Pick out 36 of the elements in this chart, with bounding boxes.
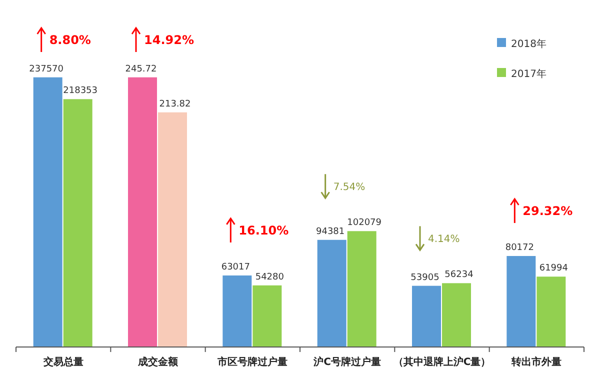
- x-tick-label: 交易总量: [42, 356, 84, 368]
- x-tick-label: 沪C号牌过户量: [312, 356, 382, 368]
- bar: [347, 231, 376, 347]
- text: 8.80%: [49, 33, 91, 47]
- data-label: 218353: [63, 86, 98, 96]
- data-label: 61994: [539, 264, 568, 274]
- annotation: 16.10%: [238, 223, 289, 238]
- x-tick-label: 转出市外量: [510, 356, 562, 368]
- data-label: 80172: [505, 242, 534, 253]
- data-label: 102079: [347, 218, 382, 228]
- annotation: 4.14%: [428, 234, 460, 246]
- bar: [412, 286, 441, 347]
- bar: [317, 240, 346, 347]
- legend-label: 2018年: [511, 38, 546, 50]
- bar: [63, 99, 92, 347]
- bar: [536, 276, 566, 347]
- data-label: 54280: [255, 272, 284, 282]
- bar: [33, 77, 62, 347]
- data-label: 63017: [221, 262, 250, 272]
- bar: [222, 275, 252, 347]
- data-label: 237570: [29, 64, 64, 74]
- text: 14.92%: [144, 33, 194, 47]
- data-label: 245.72: [125, 64, 157, 74]
- legend-label: 2017年: [511, 68, 546, 80]
- x-tick-label: 市区号牌过户量: [216, 356, 288, 368]
- x-tick-label: 成交金额: [137, 356, 179, 368]
- data-label: 213.82: [159, 99, 191, 110]
- x-tick-label: （其中退牌上沪C量）: [393, 356, 491, 368]
- data-label: 53905: [410, 272, 440, 283]
- bar: [506, 256, 536, 347]
- bar: [442, 283, 471, 347]
- annotation: 7.54%: [333, 182, 366, 194]
- data-label: 56234: [444, 270, 474, 280]
- data-label: 94381: [316, 226, 345, 237]
- bar: [252, 285, 282, 347]
- annotation: 29.32%: [522, 204, 573, 218]
